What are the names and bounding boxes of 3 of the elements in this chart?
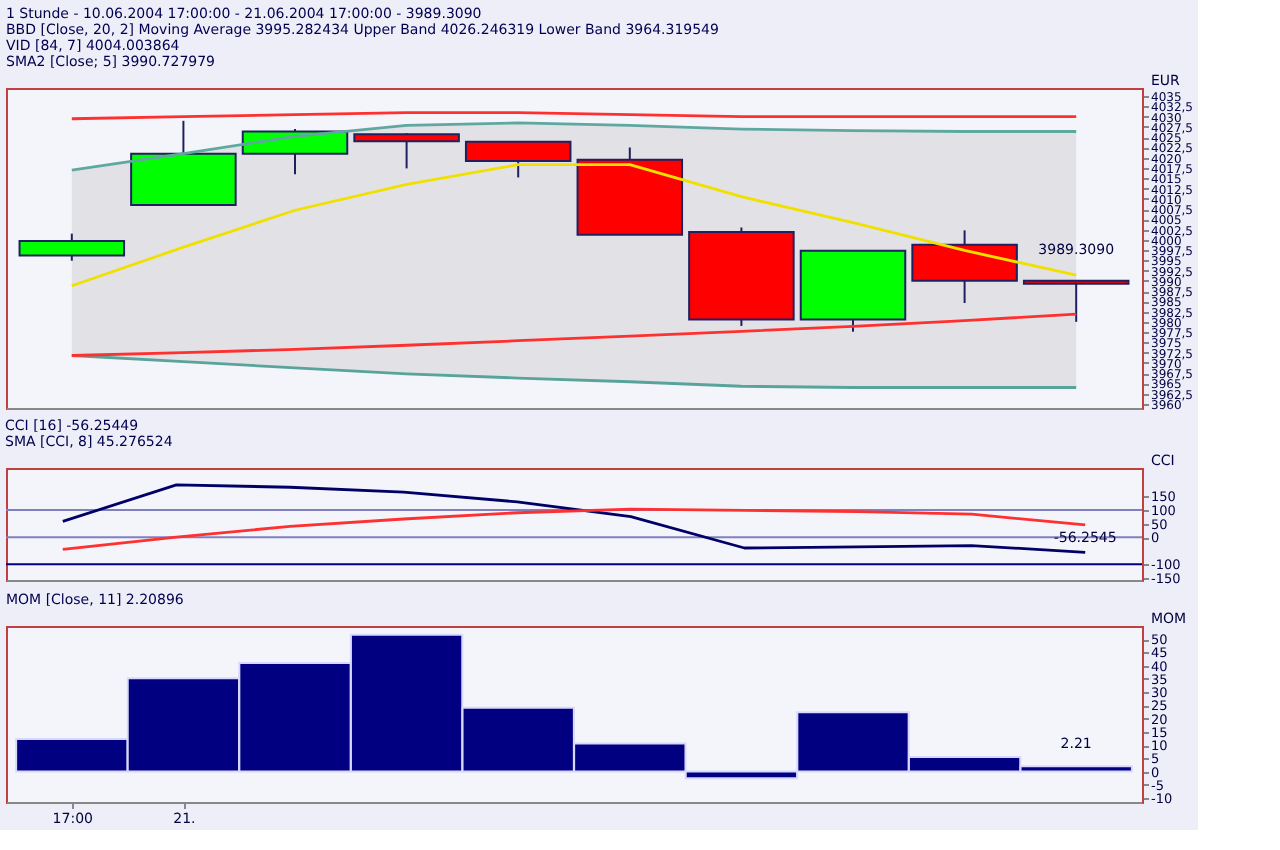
candlestick (1022, 279, 1130, 323)
line-series (70, 121, 1078, 172)
line-series (70, 312, 1078, 357)
